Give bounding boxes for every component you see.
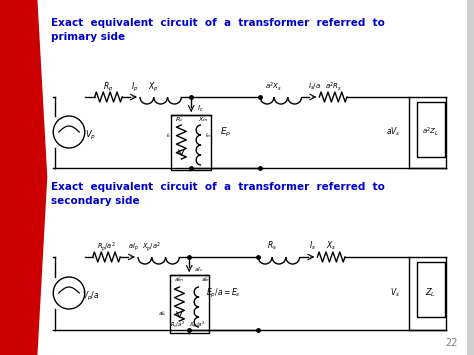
Text: $aI_c$: $aI_c$: [194, 265, 204, 274]
Text: primary side: primary side: [51, 32, 126, 42]
Text: $I_c$: $I_c$: [197, 104, 204, 114]
Text: $X_p/a^2$: $X_p/a^2$: [142, 240, 161, 254]
Text: 22: 22: [445, 338, 457, 348]
Text: $V_s$: $V_s$: [390, 287, 400, 299]
Text: $V_p$: $V_p$: [85, 129, 96, 142]
Text: $X_s$: $X_s$: [326, 240, 336, 252]
Text: $R_c/a^2$: $R_c/a^2$: [170, 320, 185, 330]
Bar: [417, 102, 445, 157]
Bar: [417, 262, 445, 317]
Text: $R_p$: $R_p$: [103, 80, 114, 93]
Text: $I_p$: $I_p$: [131, 80, 139, 93]
Text: $V_p/a$: $V_p/a$: [82, 289, 100, 302]
Text: $X_m$: $X_m$: [198, 115, 208, 124]
Text: $R_s$: $R_s$: [267, 240, 277, 252]
Text: $R_p/a^2$: $R_p/a^2$: [97, 240, 116, 254]
Text: $a^2X_s$: $a^2X_s$: [265, 80, 283, 93]
Text: Exact  equivalent  circuit  of  a  transformer  referred  to: Exact equivalent circuit of a transforme…: [51, 182, 385, 192]
Text: secondary side: secondary side: [51, 196, 140, 206]
Text: $E_p$: $E_p$: [220, 125, 231, 138]
Text: $I_c$: $I_c$: [166, 131, 172, 140]
Text: $X_p$: $X_p$: [148, 80, 159, 93]
Text: $R_c$: $R_c$: [175, 115, 184, 124]
Polygon shape: [0, 0, 47, 355]
Polygon shape: [37, 0, 467, 355]
Bar: [170, 275, 209, 333]
Text: $E_p/a = E_s$: $E_p/a = E_s$: [207, 286, 241, 300]
Text: $a^2R_s$: $a^2R_s$: [325, 80, 342, 93]
Text: $aI_m$: $aI_m$: [174, 275, 185, 284]
Text: $Z_L$: $Z_L$: [425, 287, 436, 299]
Text: $aV_s$: $aV_s$: [386, 126, 401, 138]
Text: $I_s/a$: $I_s/a$: [308, 82, 321, 92]
Text: $I_s$: $I_s$: [309, 240, 316, 252]
Text: $aI_c$: $aI_c$: [158, 309, 167, 318]
Text: $I_m$: $I_m$: [205, 131, 212, 140]
Text: $X_M/a^2$: $X_M/a^2$: [189, 320, 205, 330]
Text: $aI_p$: $aI_p$: [128, 242, 138, 253]
Text: Exact  equivalent  circuit  of  a  transformer  referred  to: Exact equivalent circuit of a transforme…: [51, 18, 385, 28]
Bar: [172, 115, 211, 170]
Text: $a^2Z_L$: $a^2Z_L$: [422, 126, 439, 138]
Text: $aI_m$: $aI_m$: [201, 275, 211, 284]
